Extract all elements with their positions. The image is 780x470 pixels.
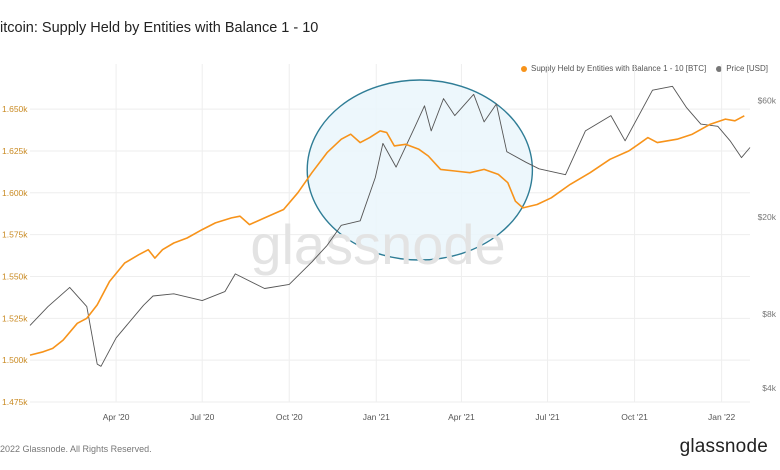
- right-tick-label: $60k: [758, 95, 777, 105]
- x-tick-label: Apr '20: [103, 412, 130, 422]
- price-dot-icon: [716, 65, 723, 72]
- x-tick-label: Jul '20: [190, 412, 215, 422]
- left-tick-label: 1.550k: [2, 271, 28, 281]
- legend-label-supply: Supply Held by Entities with Balance 1 -…: [531, 64, 707, 73]
- x-axis: Apr '20 Jul '20 Oct '20 Jan '21 Apr '21 Jul '…: [103, 412, 736, 422]
- series-layer: [29, 85, 751, 367]
- copyright-text: 2022 Glassnode. All Rights Reserved.: [0, 444, 152, 454]
- x-tick-label: Jan '22: [708, 412, 735, 422]
- glassnode-logo: glassnode: [679, 436, 768, 457]
- left-tick-label: 1.475k: [2, 397, 28, 407]
- legend-label-price: Price [USD]: [726, 64, 768, 73]
- left-tick-label: 1.525k: [2, 313, 28, 323]
- x-tick-label: Jan '21: [363, 412, 390, 422]
- right-tick-label: $4k: [762, 383, 776, 393]
- grid-lines: [30, 64, 750, 403]
- right-tick-label: $8k: [762, 309, 776, 319]
- right-tick-label: $20k: [758, 212, 777, 222]
- left-tick-label: 1.650k: [2, 104, 28, 114]
- right-axis: $4k $8k $20k $60k: [758, 95, 777, 392]
- x-tick-label: Jul '21: [535, 412, 560, 422]
- left-tick-label: 1.575k: [2, 230, 28, 240]
- legend-item-price[interactable]: Price [USD]: [716, 64, 768, 73]
- left-axis: 1.475k 1.500k 1.525k 1.550k 1.575k 1.600k 1.62…: [2, 104, 28, 407]
- legend-item-supply[interactable]: Supply Held by Entities with Balance 1 -…: [521, 64, 706, 73]
- price-line: [29, 85, 751, 367]
- chart-legend: Supply Held by Entities with Balance 1 -…: [521, 64, 768, 73]
- supply-line: [29, 115, 745, 356]
- highlight-ellipse: [306, 79, 534, 261]
- x-tick-label: Oct '21: [621, 412, 648, 422]
- x-tick-label: Oct '20: [276, 412, 303, 422]
- left-tick-label: 1.625k: [2, 146, 28, 156]
- chart-title: itcoin: Supply Held by Entities with Bal…: [0, 20, 319, 36]
- supply-dot-icon: [521, 65, 527, 72]
- left-tick-label: 1.500k: [2, 355, 28, 365]
- x-tick-label: Apr '21: [448, 412, 475, 422]
- left-tick-label: 1.600k: [2, 188, 28, 198]
- watermark: glassnode: [250, 213, 505, 276]
